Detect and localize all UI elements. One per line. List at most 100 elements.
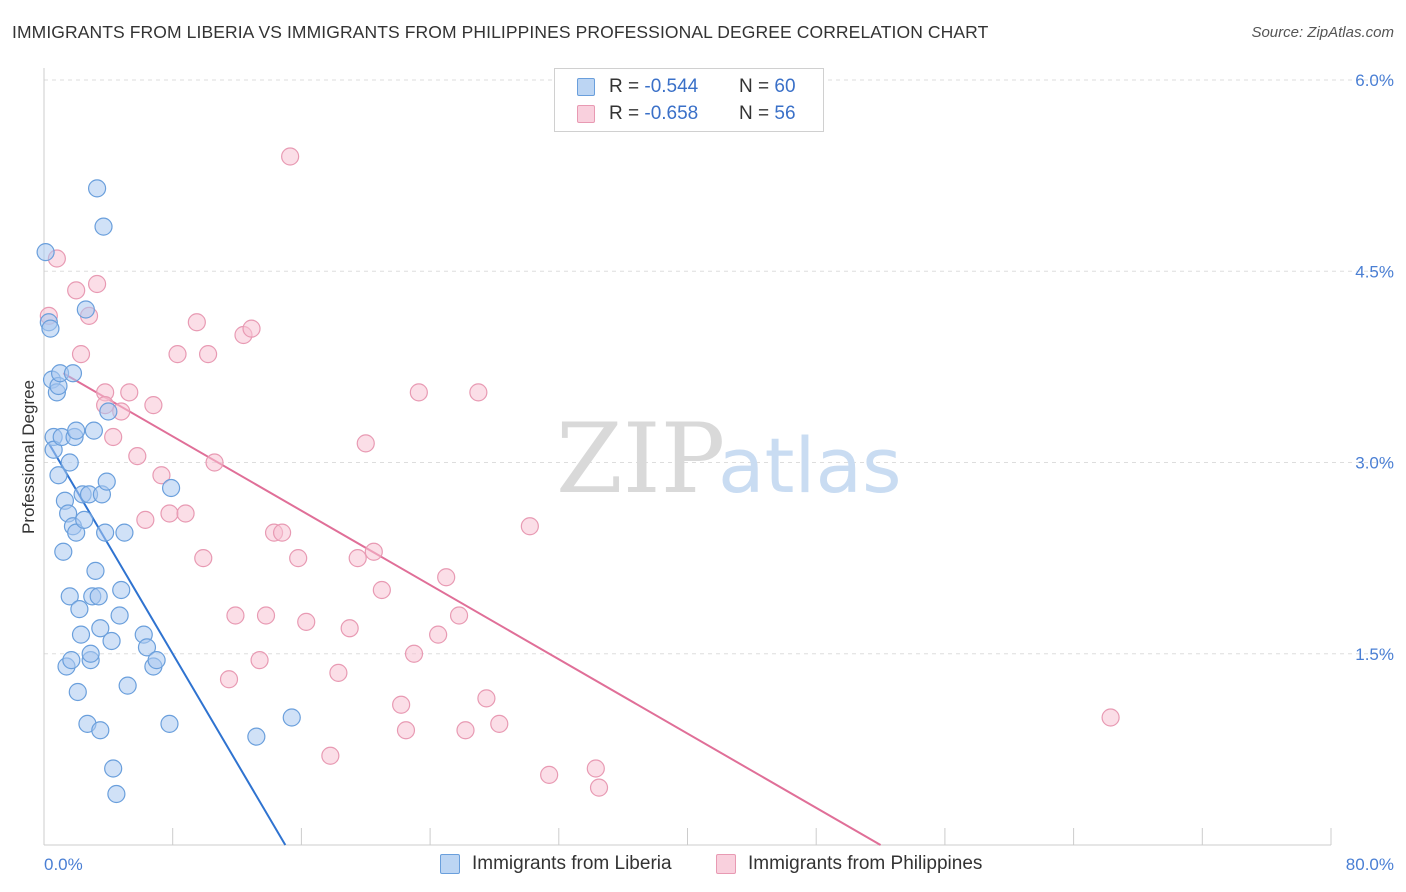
philippines-point (540, 765, 559, 784)
liberia-point (161, 478, 181, 498)
philippines-point (168, 345, 187, 364)
liberia-point (247, 727, 266, 746)
philippines-point (490, 714, 509, 733)
philippines-point (356, 434, 375, 453)
philippines-point (104, 427, 123, 447)
y-axis-label: Professional Degree (19, 380, 38, 534)
liberia-point (62, 651, 81, 670)
legend-n-liberia: N = 60 (739, 76, 796, 98)
liberia-point (76, 300, 95, 319)
philippines-point (120, 383, 139, 402)
liberia-point (282, 708, 301, 727)
liberia-point (67, 421, 86, 440)
philippines-point (219, 670, 239, 689)
watermark: ZIP atlas (556, 403, 902, 515)
legend-row-liberia: R = -0.544 N = 60 (577, 75, 796, 99)
trend-lines (47, 372, 882, 846)
liberia-point (110, 606, 129, 625)
liberia-point (68, 682, 87, 702)
philippines-point (289, 549, 308, 568)
liberia-point (137, 638, 157, 657)
legend-n-value: 56 (774, 103, 796, 124)
philippines-point (437, 568, 456, 587)
philippines-point (469, 383, 488, 402)
legend-r-value: -0.658 (644, 103, 699, 124)
philippines-swatch (577, 105, 595, 123)
liberia-swatch (440, 854, 460, 874)
liberia-point (41, 319, 60, 338)
philippines-point (329, 663, 348, 682)
philippines-point (194, 549, 213, 568)
y-tick-label-3: 6.0% (1355, 71, 1394, 90)
philippines-point (340, 619, 359, 638)
liberia-point (60, 453, 79, 472)
legend-n-value: 60 (774, 76, 796, 97)
liberia-point (102, 631, 121, 651)
philippines-point (586, 759, 605, 778)
y-tick-labels: 1.5% 3.0% 4.5% 6.0% (1355, 71, 1394, 664)
liberia-point (97, 472, 116, 491)
liberia-point (89, 587, 108, 606)
trend-line-philippines (62, 372, 882, 846)
liberia-point (104, 759, 123, 778)
philippines-point (429, 625, 448, 644)
philippines-point (242, 319, 261, 338)
philippines-point (449, 606, 469, 625)
liberia-point (70, 600, 89, 619)
chart-title: IMMIGRANTS FROM LIBERIA VS IMMIGRANTS FR… (12, 22, 989, 42)
y-tick-label-2: 4.5% (1355, 262, 1394, 281)
philippines-point (1101, 708, 1120, 727)
philippines-point (152, 466, 171, 485)
philippines-point (198, 345, 218, 364)
liberia-point (71, 625, 91, 644)
philippines-point (87, 274, 107, 294)
liberia-point (63, 364, 83, 383)
liberia-point (94, 217, 113, 236)
philippines-point (589, 778, 609, 797)
liberia-point (107, 784, 126, 804)
philippines-point (456, 721, 475, 740)
trend-line-liberia (47, 442, 287, 846)
x-tick-label-max: 80.0% (1346, 855, 1394, 874)
watermark-atlas: atlas (718, 421, 902, 510)
philippines-point (128, 447, 147, 466)
philippines-point (297, 612, 316, 631)
liberia-point (160, 714, 179, 733)
liberia-point (96, 523, 115, 542)
legend-n-label: N = (739, 76, 775, 97)
philippines-point (409, 383, 428, 402)
liberia-point (36, 243, 55, 262)
philippines-point (205, 453, 224, 472)
y-tick-label-0: 1.5% (1355, 645, 1394, 664)
liberia-point (99, 402, 118, 421)
philippines-point (364, 542, 383, 561)
x-tick-label-min: 0.0% (44, 855, 83, 874)
liberia-point (54, 542, 73, 561)
legend-n-philippines: N = 56 (739, 103, 796, 125)
points-philippines (39, 147, 1120, 797)
legend-r-value: -0.544 (644, 76, 699, 97)
philippines-point (250, 651, 269, 670)
liberia-point (91, 619, 110, 638)
philippines-swatch (716, 854, 736, 874)
bottom-legend-philippines-label: Immigrants from Philippines (748, 853, 983, 874)
philippines-point (160, 504, 179, 523)
philippines-point (67, 281, 86, 300)
liberia-point (60, 587, 79, 606)
philippines-point (281, 147, 300, 166)
stats-legend: R = -0.544 N = 60 R = -0.658 N = 56 (554, 68, 824, 132)
legend-r-label: R = (609, 76, 645, 97)
liberia-point (81, 644, 100, 663)
y-tick-label-1: 3.0% (1355, 454, 1394, 473)
legend-n-label: N = (739, 103, 775, 124)
philippines-point (256, 606, 276, 625)
liberia-point (87, 179, 107, 198)
philippines-point (520, 517, 539, 536)
liberia-point (91, 721, 110, 740)
philippines-point (396, 721, 416, 740)
liberia-swatch (577, 78, 595, 96)
bottom-legend-philippines: Immigrants from Philippines (716, 850, 982, 878)
liberia-point (75, 510, 94, 529)
liberia-point (86, 561, 105, 580)
